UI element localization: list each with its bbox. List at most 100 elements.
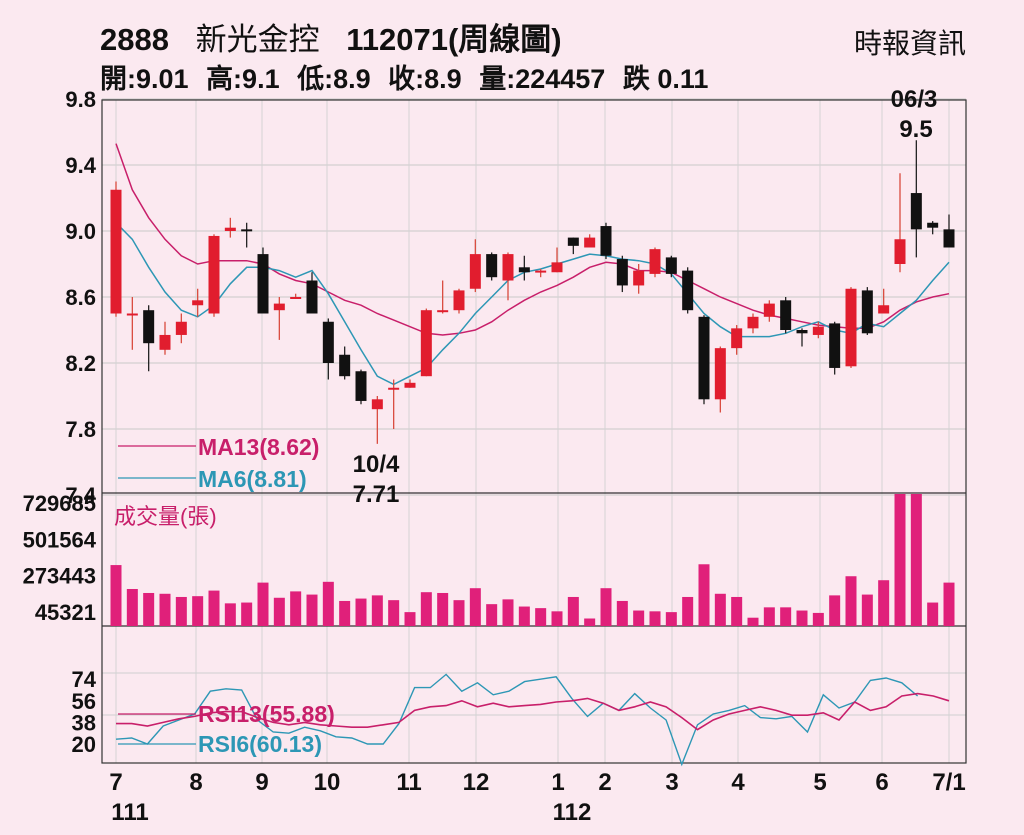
candle-body bbox=[665, 257, 677, 274]
volume-bars bbox=[110, 494, 955, 626]
candlestick bbox=[731, 325, 743, 355]
candlestick bbox=[845, 287, 857, 368]
candlestick bbox=[878, 288, 890, 314]
volume-value: 量:224457 bbox=[479, 64, 606, 94]
candle-body bbox=[731, 328, 743, 349]
candle-body bbox=[126, 313, 138, 316]
candlestick bbox=[224, 217, 236, 238]
candle-body bbox=[322, 321, 334, 363]
candlestick bbox=[339, 346, 351, 380]
low-value: 低:8.9 bbox=[297, 64, 371, 94]
candle-body bbox=[518, 267, 530, 273]
price-tick-label: 7.8 bbox=[65, 417, 96, 442]
candle-body bbox=[535, 270, 547, 273]
volume-bar bbox=[878, 580, 890, 626]
x-tick-label: 7/1 bbox=[932, 769, 965, 796]
candlestick bbox=[518, 255, 530, 281]
volume-bar bbox=[535, 608, 547, 626]
volume-bar bbox=[371, 595, 383, 626]
x-tick-label: 10 bbox=[314, 769, 341, 796]
volume-bar bbox=[453, 600, 465, 626]
volume-bar bbox=[224, 603, 236, 626]
candle-body bbox=[616, 259, 628, 286]
candlestick bbox=[584, 234, 596, 248]
candlestick bbox=[469, 239, 481, 293]
volume-bar bbox=[731, 596, 743, 626]
candlestick bbox=[322, 318, 334, 380]
rsi-tick-label: 20 bbox=[72, 732, 96, 757]
candlestick bbox=[682, 267, 694, 314]
candle-body bbox=[143, 310, 155, 344]
volume-bar bbox=[420, 592, 432, 626]
candle-body bbox=[584, 237, 596, 248]
candlestick bbox=[437, 280, 449, 314]
rsi-tick-label: 74 bbox=[72, 667, 97, 692]
x-tick-label: 7 bbox=[109, 769, 122, 796]
chart-frame bbox=[101, 99, 967, 764]
ma6-line bbox=[115, 222, 950, 386]
x-tick-label: 5 bbox=[813, 769, 826, 796]
candle-body bbox=[796, 330, 808, 334]
volume-bar bbox=[126, 588, 138, 626]
open-value: 開:9.01 bbox=[100, 64, 189, 94]
candle-body bbox=[682, 270, 694, 311]
candlestick bbox=[698, 315, 710, 405]
ma13-legend: MA13(8.62) bbox=[198, 434, 319, 460]
candle-body bbox=[845, 288, 857, 367]
x-tick-label: 9 bbox=[255, 769, 268, 796]
candle-body bbox=[633, 270, 645, 286]
x-tick-label: 2 bbox=[598, 769, 611, 796]
candlestick bbox=[616, 255, 628, 293]
candle-body bbox=[371, 399, 383, 410]
candle-body bbox=[763, 303, 775, 317]
candle-body bbox=[241, 229, 253, 232]
candle-body bbox=[600, 226, 612, 256]
candle-body bbox=[649, 249, 661, 274]
candle-body bbox=[943, 229, 955, 248]
candlestick bbox=[665, 255, 677, 278]
volume-bar bbox=[143, 592, 155, 626]
candle-body bbox=[486, 254, 498, 278]
candle-body bbox=[910, 193, 922, 230]
candlestick bbox=[306, 272, 318, 314]
source-label: 時報資訊 bbox=[853, 28, 966, 59]
candle-body bbox=[159, 334, 171, 350]
candle-body bbox=[829, 323, 841, 368]
volume-tick-label: 729685 bbox=[23, 491, 96, 516]
candlestick bbox=[404, 379, 416, 388]
candle-body bbox=[502, 254, 514, 281]
year-label: 112 bbox=[553, 799, 592, 826]
volume-bar bbox=[633, 610, 645, 626]
candle-body bbox=[420, 310, 432, 377]
volume-bar bbox=[241, 602, 253, 626]
price-tick-label: 9.8 bbox=[65, 87, 96, 112]
volume-bar bbox=[486, 604, 498, 626]
candle-body bbox=[714, 348, 726, 400]
high-value: 高:9.1 bbox=[206, 64, 280, 94]
volume-bar bbox=[388, 600, 400, 626]
volume-bar bbox=[306, 594, 318, 626]
candle-body bbox=[878, 305, 890, 314]
candlestick bbox=[714, 346, 726, 413]
price-annotations: 06/3 9.5 10/4 7.71 bbox=[353, 86, 938, 508]
volume-bar bbox=[339, 600, 351, 626]
price-tick-label: 9.0 bbox=[65, 219, 96, 244]
candle-body bbox=[698, 316, 710, 400]
candlestick bbox=[633, 264, 645, 294]
candle-body bbox=[551, 262, 563, 273]
price-tick-label: 9.4 bbox=[65, 153, 96, 178]
volume-bar bbox=[192, 596, 204, 626]
candle-body bbox=[306, 280, 318, 314]
candle-body bbox=[208, 235, 220, 314]
volume-tick-label: 273443 bbox=[23, 564, 96, 589]
candle-body bbox=[404, 382, 416, 388]
candlestick bbox=[812, 321, 824, 339]
candle-body bbox=[339, 354, 351, 377]
candlestick bbox=[110, 181, 122, 317]
rsi13-legend: RSI13(55.88) bbox=[198, 701, 335, 727]
candlestick bbox=[192, 288, 204, 317]
volume-bar bbox=[322, 581, 334, 626]
price-tick-label: 8.6 bbox=[65, 285, 96, 310]
volume-bar bbox=[698, 564, 710, 626]
